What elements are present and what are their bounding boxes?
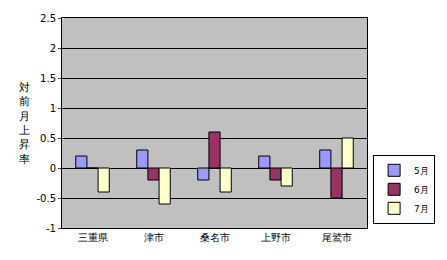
svg-text:5月: 5月 <box>414 166 429 176</box>
svg-text:-1: -1 <box>46 223 56 234</box>
svg-text:1: 1 <box>50 103 56 114</box>
svg-text:三重県: 三重県 <box>78 232 108 243</box>
svg-text:桑名市: 桑名市 <box>200 232 230 243</box>
svg-text:0.5: 0.5 <box>40 133 56 144</box>
svg-text:尾鷲市: 尾鷲市 <box>322 232 352 243</box>
svg-text:7月: 7月 <box>414 204 429 214</box>
svg-text:1.5: 1.5 <box>40 73 56 84</box>
svg-text:2: 2 <box>50 43 56 54</box>
svg-text:6月: 6月 <box>414 185 429 195</box>
svg-text:-0.5: -0.5 <box>36 193 56 204</box>
svg-text:津市: 津市 <box>144 232 164 243</box>
svg-text:0: 0 <box>50 163 56 174</box>
svg-text:上野市: 上野市 <box>261 232 291 243</box>
svg-text:2.5: 2.5 <box>40 13 56 24</box>
svg-text:対前月上昇率: 対前月上昇率 <box>19 81 30 166</box>
